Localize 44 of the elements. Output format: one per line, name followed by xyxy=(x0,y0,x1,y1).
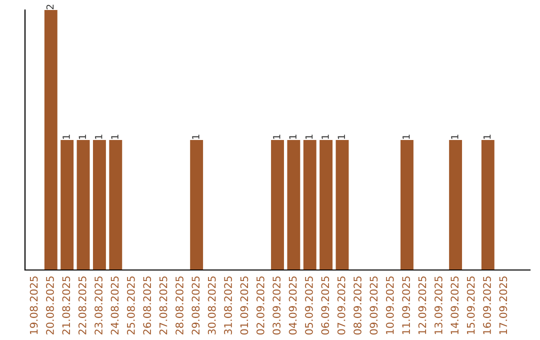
data-label: 1 xyxy=(111,134,118,139)
x-tick-label: 26.08.2025 xyxy=(143,276,152,334)
x-tick-label: 10.09.2025 xyxy=(386,276,394,334)
x-tick-label: 27.08.2025 xyxy=(159,276,168,334)
x-tick-label: 29.08.2025 xyxy=(192,276,200,334)
x-tick-label: 08.09.2025 xyxy=(354,276,362,335)
x-tick-label: 13.09.2025 xyxy=(434,276,442,334)
x-tick-label: 28.08.2025 xyxy=(176,276,184,334)
x-tick-label: 01.09.2025 xyxy=(240,276,248,335)
data-label: 1 xyxy=(305,134,313,139)
data-label: 1 xyxy=(273,134,280,139)
x-tick-label: 14.09.2025 xyxy=(450,276,459,334)
data-label: 2 xyxy=(46,4,54,10)
x-tick-label: 02.09.2025 xyxy=(256,276,264,335)
x-tick-label: 12.09.2025 xyxy=(418,276,426,334)
data-label: 1 xyxy=(192,134,200,139)
x-tick-label: 09.09.2025 xyxy=(370,276,378,335)
x-tick-label: 06.09.2025 xyxy=(321,276,330,335)
x-tick-label: 16.09.2025 xyxy=(483,276,491,334)
x-tick-label: 15.09.2025 xyxy=(466,276,475,334)
x-tick-label: 19.08.2025 xyxy=(30,276,38,334)
data-label: 1 xyxy=(338,134,345,139)
data-label: 1 xyxy=(62,134,70,139)
data-label: 1 xyxy=(402,134,410,139)
data-label: 1 xyxy=(289,134,296,139)
data-label: 1 xyxy=(322,134,329,139)
x-tick-label: 21.08.2025 xyxy=(62,276,70,334)
x-tick-label: 25.08.2025 xyxy=(126,276,135,334)
data-label: 1 xyxy=(484,134,491,139)
x-tick-label: 30.08.2025 xyxy=(208,276,216,334)
data-label: 1 xyxy=(78,134,86,139)
x-tick-label: 17.09.2025 xyxy=(499,276,508,334)
x-tick-label: 23.08.2025 xyxy=(94,276,102,334)
x-tick-label: 07.09.2025 xyxy=(337,276,346,335)
x-tick-label: 04.09.2025 xyxy=(288,276,297,335)
x-tick-label: 05.09.2025 xyxy=(305,276,313,335)
x-tick-label: 03.09.2025 xyxy=(272,276,281,335)
data-label: 1 xyxy=(95,134,102,139)
x-tick-label: 20.08.2025 xyxy=(46,276,54,334)
data-label: 1 xyxy=(451,134,458,139)
x-tick-label: 24.08.2025 xyxy=(110,276,119,334)
x-tick-label: 22.08.2025 xyxy=(78,276,86,334)
x-tick-label: 11.09.2025 xyxy=(402,276,410,334)
x-tick-label: 31.08.2025 xyxy=(224,276,232,334)
